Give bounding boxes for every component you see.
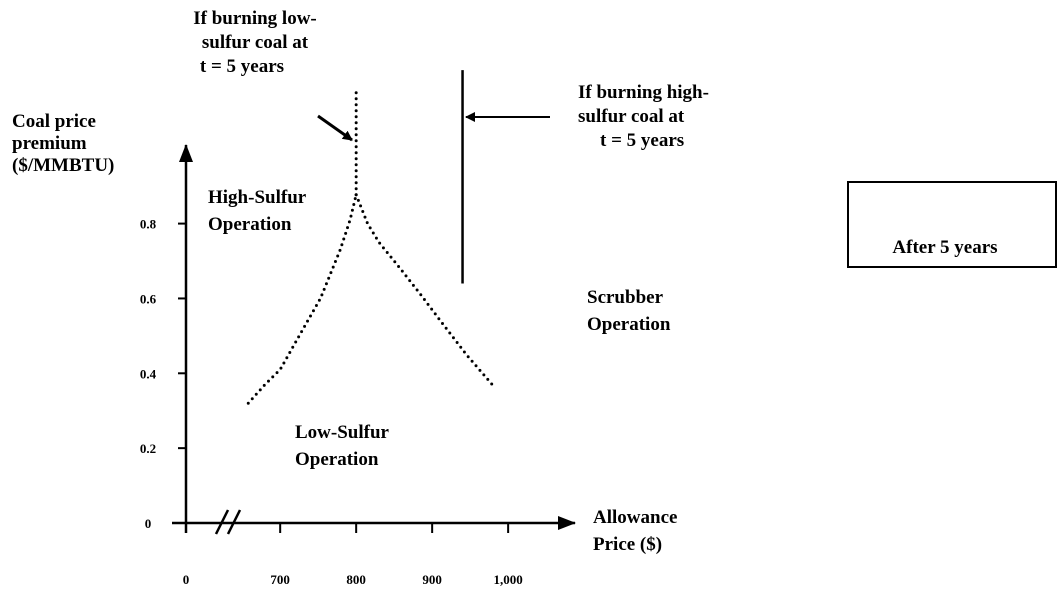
annotation: Low-Sulfur <box>295 422 390 443</box>
y-axis-label: premium <box>12 133 87 154</box>
x-tick-label: 1,000 <box>494 572 523 587</box>
annotation: sulfur coal at <box>202 32 309 53</box>
annotation: Operation <box>587 314 671 335</box>
annotation: If burning high- <box>578 82 709 103</box>
y-tick-label: 0.6 <box>140 291 157 306</box>
x-tick-label: 800 <box>346 572 366 587</box>
x-axis-label: Price ($) <box>593 534 662 555</box>
x-tick-label: 700 <box>270 572 290 587</box>
annotation: High-Sulfur <box>208 187 307 208</box>
x-tick-label: 900 <box>422 572 442 587</box>
annotation: sulfur coal at <box>578 106 685 127</box>
y-tick-label: 0.2 <box>140 441 156 456</box>
y-tick-label: 0 <box>145 516 152 531</box>
annotation: If burning low- <box>193 8 317 29</box>
y-axis-label: Coal price <box>12 111 96 132</box>
y-tick-label: 0.8 <box>140 217 157 232</box>
label-box <box>847 181 1057 268</box>
x-axis-label: Allowance <box>593 507 677 528</box>
curve <box>246 193 358 405</box>
x-tick-label: 0 <box>183 572 190 587</box>
annotation: Operation <box>295 449 379 470</box>
annotation: t = 5 years <box>600 130 684 151</box>
annotation: Operation <box>208 214 292 235</box>
box-label: After 5 years <box>892 237 997 258</box>
y-tick-label: 0.4 <box>140 366 157 381</box>
pointer-arrow <box>317 114 353 142</box>
annotation: Scrubber <box>587 287 664 308</box>
annotation: t = 5 years <box>200 56 284 77</box>
y-axis-label: ($/MMBTU) <box>12 155 114 176</box>
curve <box>354 193 494 387</box>
